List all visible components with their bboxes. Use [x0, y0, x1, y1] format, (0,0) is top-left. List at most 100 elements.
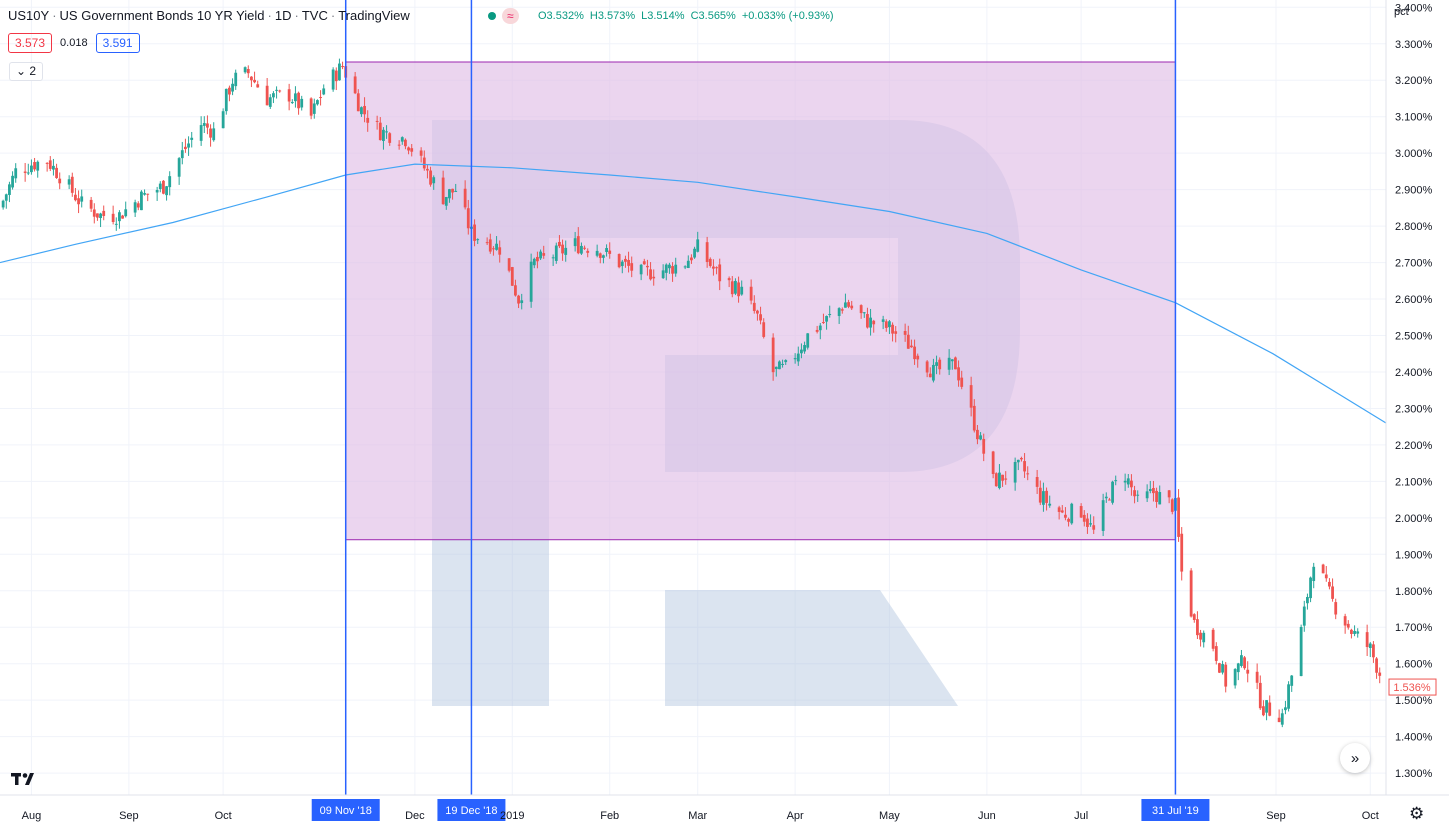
candle-body: [4, 194, 8, 201]
candle-body: [404, 139, 407, 147]
candle-body: [410, 148, 414, 152]
candle-body: [52, 165, 55, 170]
price-tick-label: 3.400%: [1395, 2, 1433, 14]
last-price-marker: 1.536%: [1388, 678, 1437, 696]
candle-body: [705, 242, 709, 262]
candle-body: [397, 144, 401, 146]
candle-body: [1023, 461, 1026, 472]
candle-body: [762, 322, 766, 337]
candle-body: [1356, 631, 1360, 634]
candle-body: [510, 267, 514, 286]
candle-body: [265, 85, 269, 106]
candle-body: [1079, 506, 1083, 518]
candle-body: [642, 261, 646, 265]
candle-body: [224, 88, 228, 112]
delayed-data-icon[interactable]: ≈: [502, 8, 519, 24]
candle-body: [234, 72, 238, 87]
candle-body: [1328, 581, 1331, 587]
candle-body: [1133, 490, 1136, 497]
candle-body: [674, 264, 678, 274]
candle-body: [334, 70, 338, 82]
data-source: TradingView: [338, 8, 410, 23]
candle-body: [1152, 488, 1155, 494]
candle-body: [542, 253, 546, 256]
candle-body: [1086, 518, 1089, 527]
candle-body: [26, 172, 30, 174]
candle-body: [1262, 706, 1265, 716]
candle-body: [444, 196, 448, 206]
candle-body: [514, 285, 517, 296]
price-tick-label: 2.500%: [1395, 331, 1433, 343]
settings-gear-icon[interactable]: ⚙: [1409, 804, 1425, 823]
candle-body: [319, 97, 322, 99]
candle-body: [1240, 655, 1243, 666]
candle-body: [1060, 510, 1064, 513]
candle-body: [818, 325, 822, 331]
candle-body: [1013, 462, 1017, 483]
candle-body: [998, 472, 1001, 489]
sell-button[interactable]: 3.573: [8, 33, 53, 53]
candle-body: [48, 160, 52, 169]
candle-body: [382, 129, 385, 141]
candle-body: [583, 247, 586, 249]
candle-body: [14, 168, 18, 179]
candle-body: [686, 260, 690, 269]
last-price-label-bg: [1388, 678, 1437, 696]
candle-body: [155, 189, 159, 193]
candle-body: [903, 330, 907, 335]
vertical-line-label: 09 Nov '18: [320, 805, 372, 817]
candle-body: [312, 103, 316, 114]
candle-body: [507, 258, 511, 271]
candle-body: [1265, 700, 1268, 713]
chart-legend[interactable]: US10Y · US Government Bonds 10 YR Yield · 1D…: [8, 8, 410, 23]
candle-body: [485, 242, 489, 244]
candle-body: [847, 302, 850, 307]
buy-button[interactable]: 3.591: [95, 33, 140, 53]
candle-body: [429, 170, 432, 185]
candle-body: [1180, 533, 1184, 572]
scroll-to-realtime-button[interactable]: »: [1340, 743, 1370, 773]
time-tick-label: Aug: [22, 810, 42, 822]
candle-body: [454, 190, 458, 192]
candle-body: [1196, 619, 1199, 636]
candle-body: [859, 305, 863, 314]
candle-body: [1089, 523, 1092, 525]
candle-body: [536, 256, 539, 262]
candle-body: [353, 76, 357, 94]
candle-body: [1202, 632, 1206, 643]
candle-body: [212, 128, 216, 141]
candle-body: [950, 359, 954, 362]
market-status[interactable]: ≈: [484, 6, 519, 26]
candle-body: [520, 300, 524, 304]
candle-body: [815, 329, 819, 332]
time-tick-label: Apr: [787, 810, 804, 822]
candle-body: [290, 102, 294, 104]
candle-body: [752, 302, 756, 311]
candle-body: [388, 133, 392, 143]
candle-body: [1067, 518, 1070, 522]
candle-body: [466, 208, 470, 229]
candle-body: [1136, 494, 1140, 496]
candle-body: [55, 167, 58, 179]
trade-buttons: 3.573 0.018 3.591: [8, 33, 140, 53]
candle-body: [146, 193, 150, 195]
candle-body: [231, 83, 234, 92]
time-tick-label: Jul: [1074, 810, 1088, 822]
candle-body: [828, 313, 832, 315]
price-tick-label: 1.600%: [1395, 659, 1433, 671]
candle-body: [356, 93, 360, 112]
candle-body: [441, 177, 445, 205]
candle-body: [1108, 499, 1111, 501]
candle-body: [1101, 500, 1105, 531]
candle-body: [74, 194, 77, 201]
candle-body: [1092, 525, 1096, 530]
candle-body: [378, 122, 382, 141]
axis-unit: pct: [1394, 6, 1409, 18]
indicators-toggle-button[interactable]: ⌄ 2: [9, 62, 44, 81]
price-tick-label: 1.900%: [1395, 549, 1433, 561]
candle-body: [96, 213, 99, 218]
tradingview-logo-icon[interactable]: [10, 768, 40, 790]
candle-body: [77, 198, 80, 205]
candle-body: [165, 186, 168, 196]
